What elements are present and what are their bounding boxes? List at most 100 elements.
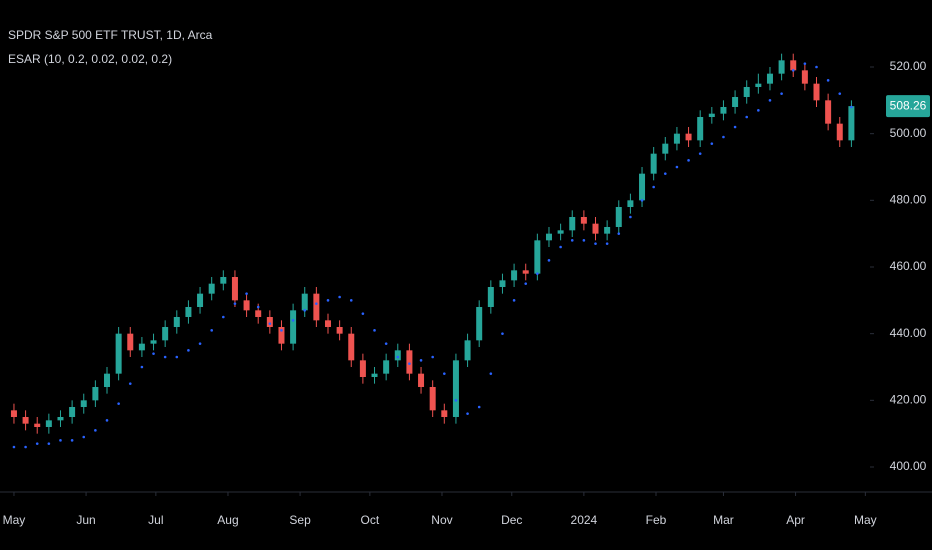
candle-body — [790, 60, 797, 71]
candle-body — [22, 417, 29, 424]
candle-body — [371, 373, 378, 377]
sar-dot — [12, 445, 16, 449]
candle-body — [57, 417, 64, 421]
x-tick-label: Aug — [217, 513, 238, 527]
x-tick-label: Jul — [148, 513, 163, 527]
sar-dot — [640, 199, 644, 202]
x-tick-label: Jun — [76, 513, 95, 527]
sar-dot — [536, 272, 539, 275]
candle-body — [301, 293, 308, 311]
candle-body — [266, 317, 273, 327]
candle-body — [534, 240, 541, 274]
candle-body — [720, 107, 727, 114]
sar-dot — [256, 305, 260, 309]
last-price-label: 508.26 — [890, 98, 927, 112]
sar-dot — [152, 352, 155, 355]
x-tick-label: Oct — [361, 513, 380, 527]
candle-body — [836, 123, 843, 141]
candle-body — [162, 327, 169, 341]
candle-body — [615, 207, 622, 227]
sar-dot — [768, 99, 772, 102]
sar-dot — [361, 312, 365, 315]
last-price-box — [886, 95, 930, 118]
y-tick-label: 500.00 — [890, 126, 927, 140]
candle-body — [150, 340, 157, 344]
sar-dot — [70, 439, 74, 442]
sar-dot — [826, 79, 830, 82]
candle-body — [755, 83, 762, 87]
candle-body — [801, 70, 808, 84]
candle-body — [359, 360, 366, 377]
sar-dot — [733, 125, 737, 129]
candle-body — [778, 60, 785, 74]
sar-dot — [233, 302, 237, 305]
candle-body — [557, 230, 564, 234]
x-tick-label: May — [854, 513, 877, 527]
sar-dot — [128, 382, 132, 385]
sar-dot — [698, 152, 702, 155]
candle-body — [662, 143, 669, 154]
candle-body — [569, 217, 576, 231]
candle-body — [813, 83, 820, 101]
sar-dot — [489, 372, 493, 375]
sar-dot — [780, 92, 783, 95]
sar-dot — [524, 282, 528, 285]
sar-dot — [384, 342, 388, 345]
sar-dot — [47, 442, 51, 445]
candle-body — [766, 73, 773, 84]
sar-dot — [466, 412, 469, 415]
candle-body — [127, 333, 134, 351]
sar-dot — [35, 442, 39, 445]
sar-dot — [94, 429, 97, 432]
candle-body — [499, 280, 506, 287]
candle-body — [173, 317, 180, 327]
sar-dot — [477, 405, 481, 409]
candle-body — [278, 327, 285, 344]
sar-dot — [291, 319, 295, 322]
sar-dot — [512, 299, 516, 302]
candle-body — [406, 350, 413, 374]
candle-body — [336, 327, 343, 334]
candle-body — [708, 113, 715, 117]
candle-body — [10, 410, 17, 417]
candle-body — [825, 100, 832, 124]
candle-body — [627, 200, 634, 207]
sar-dot — [163, 355, 167, 359]
sar-dot — [245, 292, 248, 295]
sar-dot — [850, 105, 853, 109]
sar-dot — [652, 185, 655, 189]
sar-dot — [791, 69, 795, 72]
candle-body — [452, 360, 459, 417]
sar-dot — [570, 239, 574, 242]
candle-body — [732, 97, 739, 107]
sar-dot — [326, 299, 330, 302]
sar-dot — [663, 172, 667, 175]
x-tick-label: Apr — [786, 513, 805, 527]
candle-body — [511, 270, 518, 281]
candle-body — [45, 420, 52, 427]
x-tick-label: Sep — [289, 513, 311, 527]
candle-body — [138, 343, 145, 351]
x-tick-label: Feb — [646, 513, 667, 527]
chart-title: SPDR S&P 500 ETF TRUST, 1D, Arca — [8, 28, 213, 42]
sar-dot — [349, 299, 353, 302]
x-tick-label: Dec — [501, 513, 522, 527]
sar-dot — [338, 295, 341, 299]
sar-dot — [82, 435, 86, 439]
candle-body — [487, 287, 494, 307]
sar-dot — [210, 329, 213, 332]
y-tick-label: 520.00 — [890, 59, 927, 73]
candle-body — [290, 310, 297, 344]
candle-body — [243, 300, 250, 311]
sar-dot — [454, 399, 458, 402]
sar-dot — [559, 245, 562, 249]
sar-dot — [757, 109, 760, 112]
candle-body — [650, 153, 657, 174]
candle-body — [231, 277, 238, 301]
candle-body — [429, 387, 436, 411]
sar-dot — [582, 239, 586, 242]
candle-body — [673, 133, 680, 144]
x-tick-label: May — [3, 513, 26, 527]
y-tick-label: 460.00 — [890, 259, 927, 273]
candle-body — [394, 350, 401, 361]
